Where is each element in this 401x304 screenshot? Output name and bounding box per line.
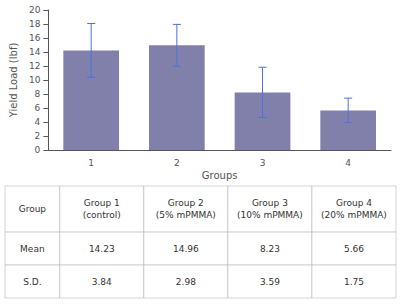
svg-text:Mean: Mean [20,244,45,254]
svg-text:(control): (control) [83,210,121,220]
svg-text:3.84: 3.84 [92,277,112,287]
svg-text:14.23: 14.23 [89,244,115,254]
svg-text:12: 12 [29,61,40,71]
svg-text:3: 3 [260,158,266,168]
svg-text:14: 14 [29,47,41,57]
svg-text:4: 4 [35,117,41,127]
svg-text:Group 2: Group 2 [168,198,204,208]
svg-text:18: 18 [29,19,41,29]
svg-text:Group 1: Group 1 [84,198,120,208]
svg-text:4: 4 [345,158,351,168]
svg-text:(5% mPMMA): (5% mPMMA) [156,210,216,220]
svg-text:10: 10 [29,75,41,85]
svg-text:Group 4: Group 4 [336,198,372,208]
svg-text:16: 16 [29,33,41,43]
svg-text:2: 2 [35,131,41,141]
svg-text:5.66: 5.66 [344,244,364,254]
svg-text:3.59: 3.59 [260,277,280,287]
svg-text:20: 20 [29,5,41,15]
svg-text:8: 8 [35,89,41,99]
svg-text:6: 6 [35,103,41,113]
svg-text:0: 0 [35,145,41,155]
svg-text:Groups: Groups [202,170,238,181]
svg-text:8.23: 8.23 [260,244,280,254]
svg-text:2.98: 2.98 [176,277,196,287]
svg-text:Group 3: Group 3 [252,198,288,208]
svg-text:S.D.: S.D. [23,277,41,287]
svg-text:1.75: 1.75 [344,277,364,287]
svg-text:(20% mPMMA): (20% mPMMA) [321,210,387,220]
svg-text:Yield Load (lbf): Yield Load (lbf) [8,43,19,119]
svg-text:Group: Group [19,204,47,214]
svg-text:1: 1 [88,158,94,168]
svg-text:(10% mPMMA): (10% mPMMA) [237,210,303,220]
svg-text:14.96: 14.96 [173,244,199,254]
svg-text:2: 2 [174,158,180,168]
